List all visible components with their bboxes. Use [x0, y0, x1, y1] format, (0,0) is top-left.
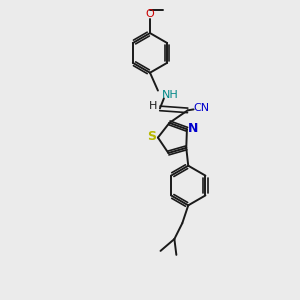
Text: N: N: [188, 122, 198, 135]
Text: CN: CN: [194, 103, 210, 113]
Text: O: O: [146, 9, 154, 19]
Text: NH: NH: [161, 89, 178, 100]
Text: S: S: [148, 130, 157, 143]
Text: H: H: [149, 101, 157, 111]
